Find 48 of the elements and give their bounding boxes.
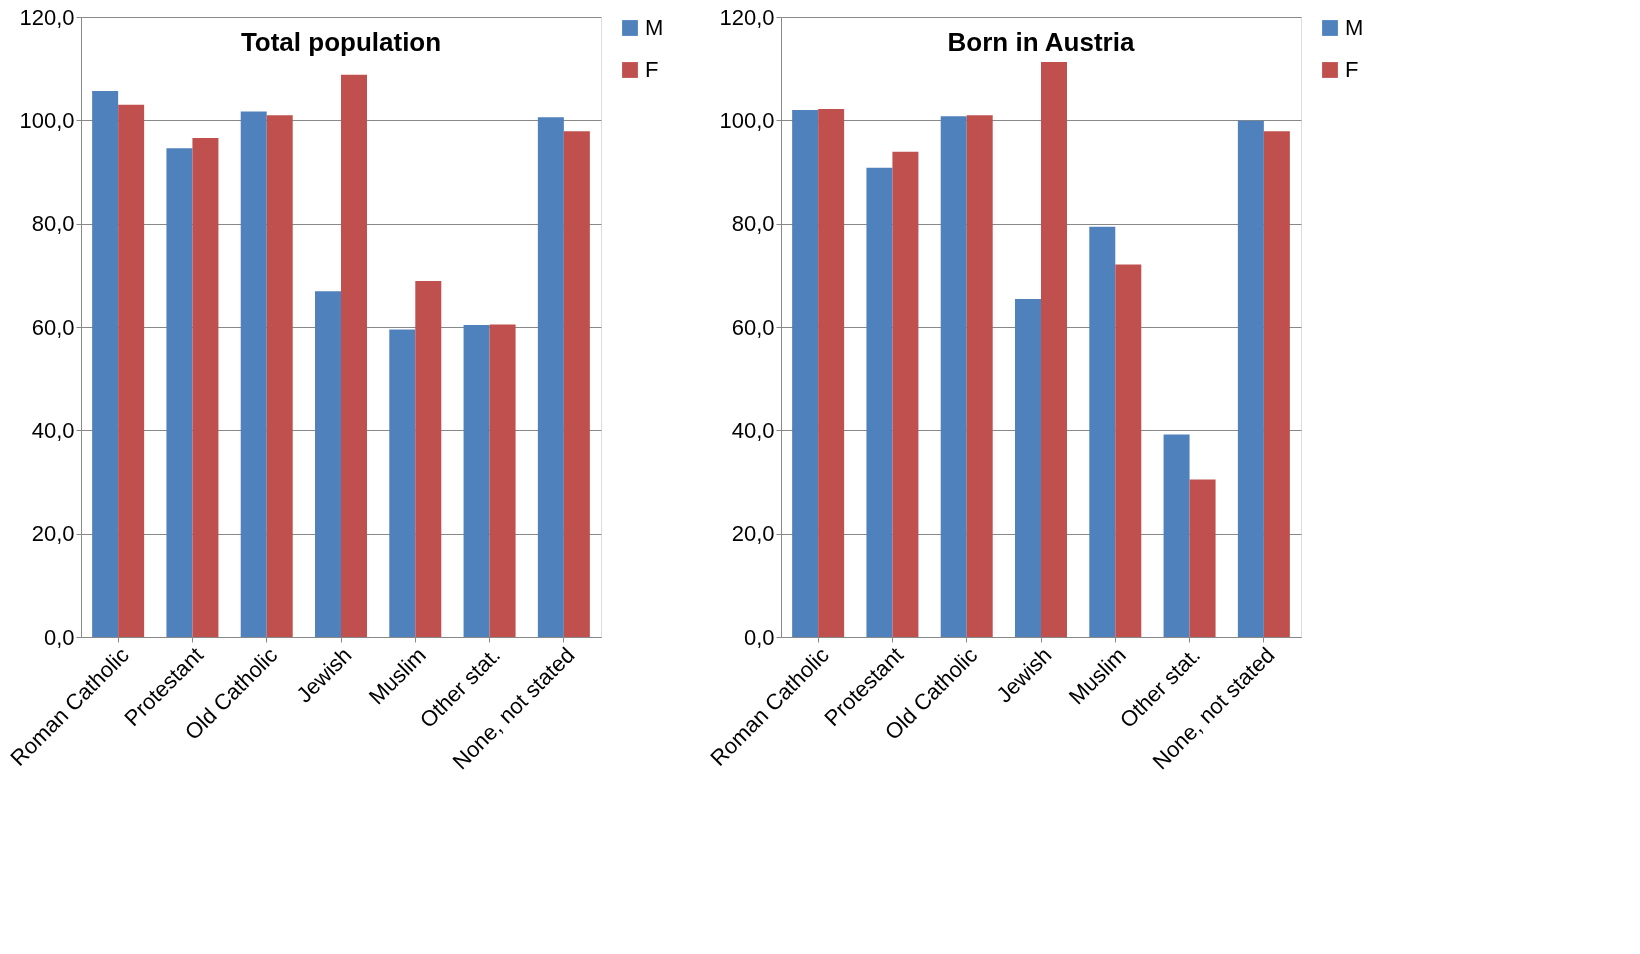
bar	[892, 151, 919, 637]
chart-title: Total population	[240, 27, 442, 57]
bar	[415, 281, 442, 637]
bar	[966, 115, 993, 637]
legend-label: F	[1345, 57, 1359, 82]
y-tick-label: 40,0	[31, 417, 75, 443]
y-tick-label: 60,0	[731, 314, 775, 340]
bar	[1015, 299, 1041, 637]
y-tick-label: 120,0	[19, 4, 75, 30]
y-tick-label: 80,0	[731, 211, 775, 237]
bar	[940, 116, 967, 637]
bar	[1263, 131, 1290, 637]
y-tick-label: 60,0	[31, 314, 75, 340]
bar	[1237, 120, 1264, 637]
y-tick-label: 100,0	[719, 107, 775, 133]
bar	[563, 131, 590, 637]
bar	[537, 117, 564, 637]
bar	[792, 110, 819, 637]
y-tick-label: 0,0	[43, 624, 75, 650]
bar	[341, 74, 367, 637]
bar	[463, 324, 490, 637]
bar	[166, 148, 193, 637]
legend-label: M	[1345, 15, 1364, 40]
bar	[866, 167, 893, 637]
bar	[389, 329, 416, 637]
bar	[1115, 264, 1142, 637]
y-tick-label: 80,0	[31, 211, 75, 237]
bar	[818, 108, 845, 637]
bar	[240, 111, 267, 637]
y-tick-label: 20,0	[731, 521, 775, 547]
bar	[266, 115, 293, 637]
bar	[1089, 226, 1116, 637]
bar	[118, 104, 145, 637]
bar	[1041, 61, 1067, 637]
y-tick-label: 20,0	[31, 521, 75, 547]
y-tick-label: 40,0	[731, 417, 775, 443]
bar	[489, 324, 516, 637]
y-tick-label: 100,0	[19, 107, 75, 133]
bar	[92, 90, 119, 637]
bar	[192, 137, 219, 637]
bar	[315, 291, 341, 637]
y-tick-label: 120,0	[719, 4, 775, 30]
legend-label: F	[645, 57, 659, 82]
legend-label: M	[645, 15, 664, 40]
y-tick-label: 0,0	[743, 624, 775, 650]
chart-title: Born in Austria	[947, 27, 1135, 57]
bar	[1189, 479, 1216, 637]
bar	[1163, 434, 1190, 637]
